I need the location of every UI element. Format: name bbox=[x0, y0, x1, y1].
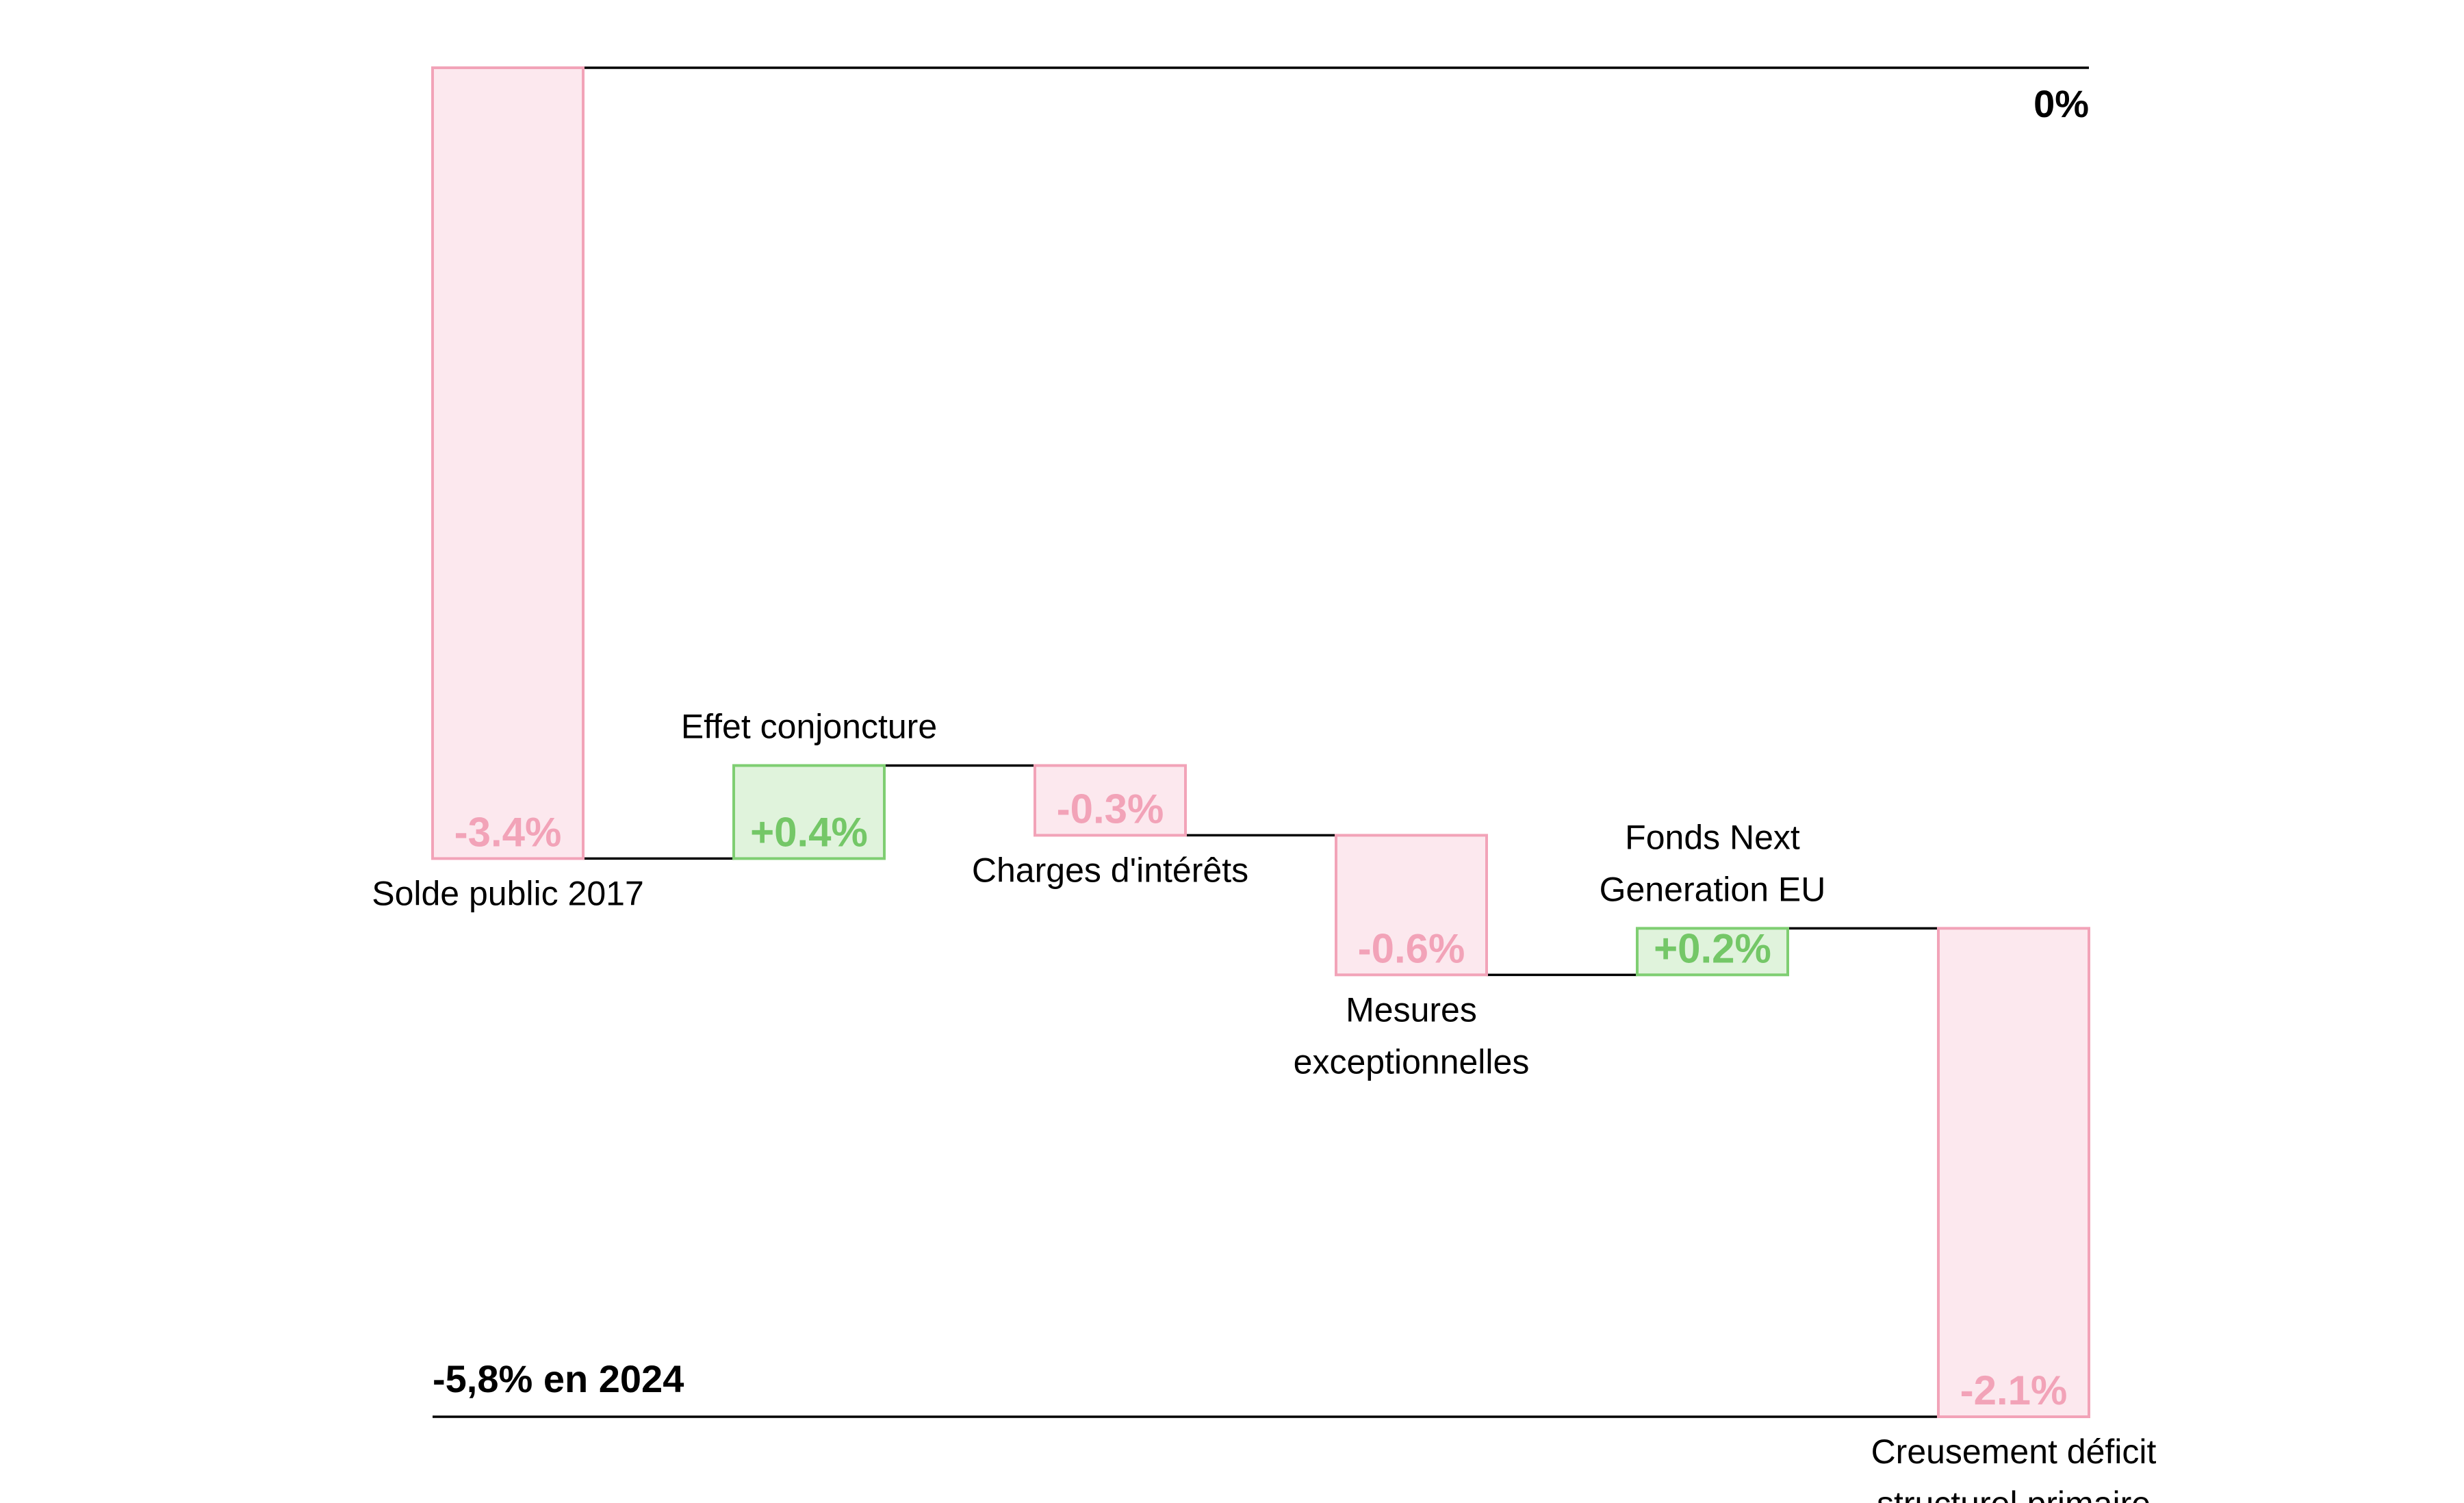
bar-category-label: Mesures exceptionnelles bbox=[1294, 990, 1530, 1081]
waterfall-bar bbox=[431, 66, 585, 860]
bar-category-label: Creusement déficitstructurel primaire bbox=[1871, 1433, 2157, 1503]
value-labels: -3.4% +0.4% -0.3% -0.6% +0.2% -2.1% bbox=[454, 786, 2068, 1413]
bar-value-label: -2.1% bbox=[1960, 1367, 2068, 1413]
connector-lines bbox=[583, 764, 1938, 977]
bar-value-label: +0.4% bbox=[750, 809, 868, 855]
final-reference-label: -5,8% en 2024 bbox=[433, 1357, 684, 1400]
waterfall-bar bbox=[1636, 927, 1789, 977]
bar-value-label: -0.3% bbox=[1057, 786, 1164, 832]
waterfall-bar bbox=[1937, 927, 2090, 1418]
bar-value-label: +0.2% bbox=[1654, 925, 1771, 971]
waterfall-bar bbox=[1034, 764, 1187, 837]
waterfall-bar bbox=[1335, 834, 1488, 977]
bar-category-label: Charges d'intérêts bbox=[972, 851, 1248, 889]
category-labels: Solde public 2017 Effet conjoncture Charge… bbox=[372, 707, 2156, 1503]
waterfall-bars bbox=[431, 66, 2090, 1418]
bar-category-label: Fonds Next Generation EU bbox=[1600, 818, 1826, 908]
bar-category-label: Solde public 2017 bbox=[372, 874, 644, 912]
bar-value-label: -0.6% bbox=[1358, 925, 1465, 971]
bar-category-label: Effet conjoncture bbox=[681, 707, 937, 745]
bar-value-label: -3.4% bbox=[454, 809, 562, 855]
zero-reference-label: 0% bbox=[2033, 82, 2089, 125]
waterfall-bar bbox=[732, 764, 886, 860]
